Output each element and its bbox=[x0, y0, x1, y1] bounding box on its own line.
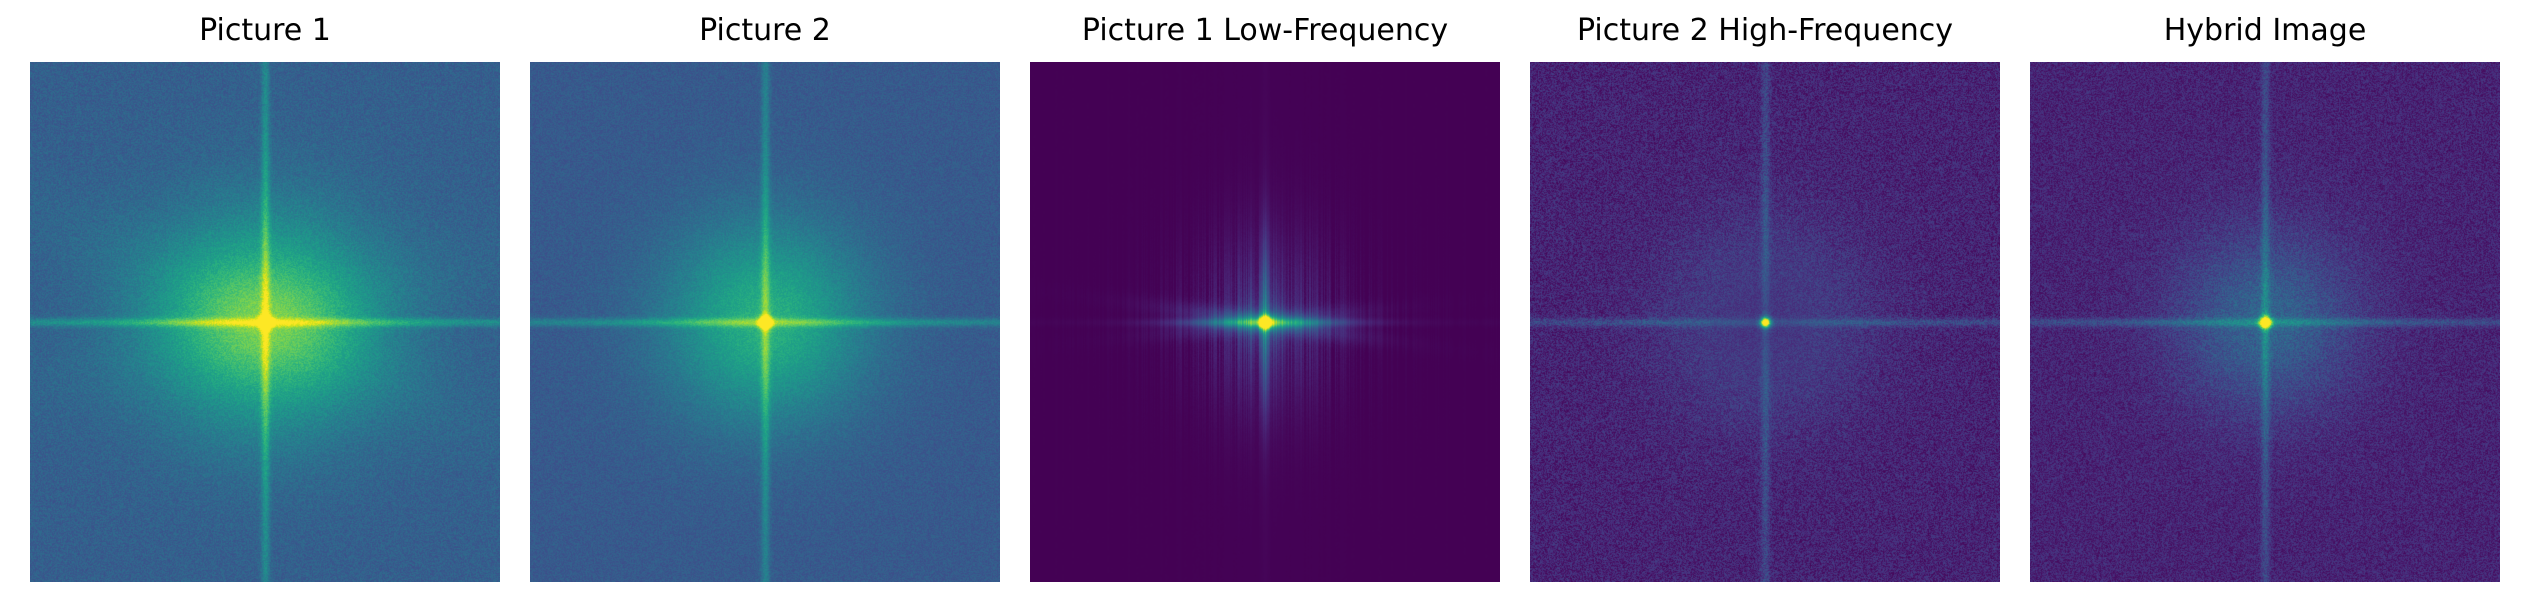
figure: Picture 1 Picture 2 Picture 1 Low-Freque… bbox=[0, 0, 2530, 612]
fft-spectrum-plot bbox=[530, 62, 1000, 582]
panel-title: Hybrid Image bbox=[2164, 10, 2367, 50]
panel-hybrid-image: Hybrid Image bbox=[2020, 10, 2510, 582]
panel-title: Picture 2 bbox=[699, 10, 831, 50]
panel-title: Picture 1 bbox=[199, 10, 331, 50]
panel-picture-2: Picture 2 bbox=[520, 10, 1010, 582]
panel-picture-2-high-frequency: Picture 2 High-Frequency bbox=[1520, 10, 2010, 582]
panel-title: Picture 1 Low-Frequency bbox=[1082, 10, 1448, 50]
fft-canvas bbox=[30, 62, 500, 582]
fft-spectrum-plot bbox=[2030, 62, 2500, 582]
fft-spectrum-plot bbox=[1030, 62, 1500, 582]
fft-spectrum-plot bbox=[30, 62, 500, 582]
fft-canvas bbox=[530, 62, 1000, 582]
fft-canvas bbox=[1530, 62, 2000, 582]
panel-picture-1-low-frequency: Picture 1 Low-Frequency bbox=[1020, 10, 1510, 582]
fft-canvas bbox=[2030, 62, 2500, 582]
fft-spectrum-plot bbox=[1530, 62, 2000, 582]
panel-title: Picture 2 High-Frequency bbox=[1577, 10, 1953, 50]
panel-picture-1: Picture 1 bbox=[20, 10, 510, 582]
fft-canvas bbox=[1030, 62, 1500, 582]
